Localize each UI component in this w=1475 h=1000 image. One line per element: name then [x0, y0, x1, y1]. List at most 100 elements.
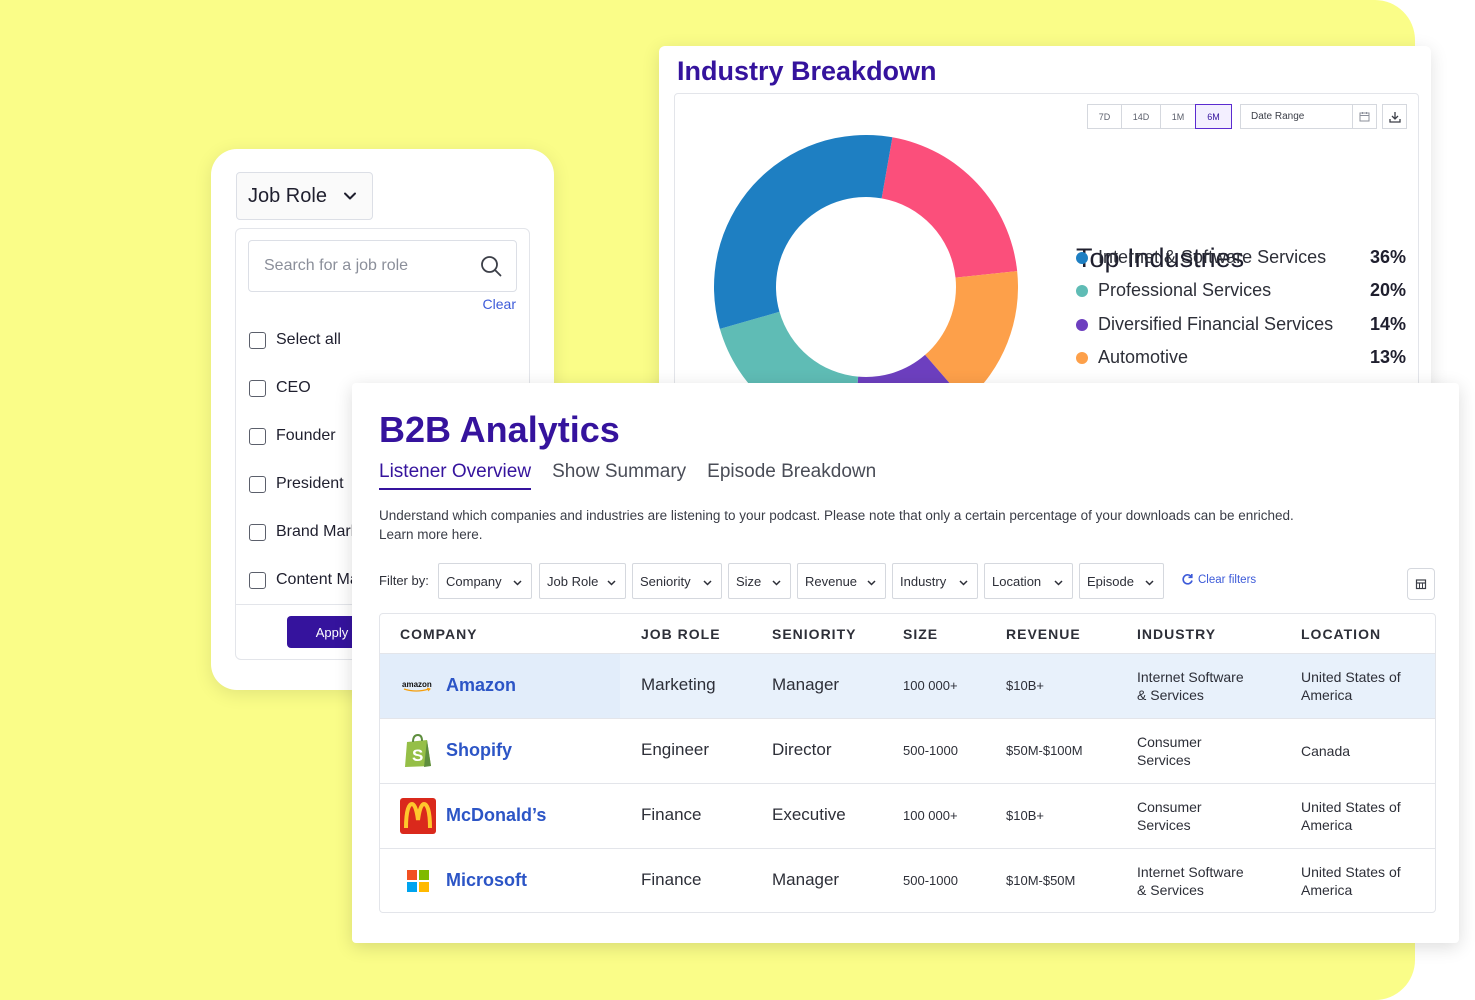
filter-company[interactable]: Company [438, 563, 532, 599]
download-button[interactable] [1382, 104, 1407, 129]
legend-label: Diversified Financial Services [1098, 314, 1334, 334]
checkbox[interactable] [249, 475, 266, 493]
filter-text: Seniority [640, 573, 691, 589]
learn-more-link[interactable]: Learn more here. [379, 527, 483, 542]
job-role-cell: Finance [641, 870, 702, 889]
job-role-search-input[interactable]: Search for a job role [248, 240, 517, 292]
tab-bar: Listener Overview Show Summary Episode B… [379, 461, 897, 490]
tab-show-summary[interactable]: Show Summary [552, 461, 687, 482]
legend-dot [1076, 284, 1088, 297]
clear-filters-link[interactable]: Clear filters [1181, 573, 1256, 586]
chevron-down-icon [607, 580, 616, 586]
legend-value: 14% [1369, 314, 1406, 334]
seniority-cell: Executive [772, 805, 846, 824]
filter-location[interactable]: Location [984, 563, 1073, 599]
checkbox[interactable] [249, 331, 266, 349]
chevron-down-icon [1054, 580, 1063, 586]
clear-link[interactable]: Clear [482, 296, 516, 312]
company-link[interactable]: Shopify [446, 740, 512, 760]
filter-text: Industry [900, 573, 947, 589]
filter-text: Episode [1087, 573, 1134, 589]
columns-icon [1415, 579, 1427, 590]
tab-listener-overview[interactable]: Listener Overview [379, 461, 532, 490]
filter-revenue[interactable]: Revenue [797, 563, 886, 599]
table-settings-button[interactable] [1407, 568, 1435, 600]
tab-episode-breakdown[interactable]: Episode Breakdown [707, 461, 877, 482]
size-cell: 500-1000 [903, 873, 958, 888]
table-row[interactable]: amazon Amazon Marketing Manager 100 000+… [380, 653, 1435, 718]
legend-dot [1076, 351, 1088, 364]
revenue-cell: $10M-$50M [1006, 873, 1076, 888]
job-role-dropdown[interactable]: Job Role [236, 172, 373, 220]
filter-text: Revenue [805, 573, 858, 589]
seniority-cell: Manager [772, 675, 840, 694]
legend-label: Internet & Software Services [1098, 247, 1327, 267]
chevron-down-icon [1145, 580, 1154, 586]
range-buttons: 7D 14D 1M 6M [1087, 104, 1232, 129]
location-cell: Canada [1301, 743, 1351, 759]
job-role-cell: Engineer [641, 740, 710, 759]
size-cell: 100 000+ [903, 678, 958, 693]
range-14d-button[interactable]: 14D [1121, 104, 1161, 129]
option-select-all[interactable]: Select all [249, 331, 341, 349]
chevron-down-icon [772, 580, 781, 586]
company-link[interactable]: McDonald’s [446, 805, 547, 825]
industry-cell: Consumer Services [1137, 734, 1202, 768]
table-row[interactable]: M McDonald’s Finance Executive 100 000+ … [380, 783, 1435, 848]
date-range-label: Date Range [1251, 111, 1305, 122]
filter-industry[interactable]: Industry [892, 563, 978, 599]
industry-cell: Consumer Services [1137, 799, 1202, 833]
legend-item-internet: Internet & Software Services 36% [1076, 247, 1406, 268]
column-header[interactable]: JOB ROLE [641, 626, 721, 642]
option-ceo[interactable]: CEO [249, 379, 311, 397]
filter-size[interactable]: Size [728, 563, 791, 599]
column-header[interactable]: REVENUE [1006, 626, 1081, 642]
revenue-cell: $10B+ [1006, 678, 1044, 693]
column-header[interactable]: SIZE [903, 626, 939, 642]
company-link[interactable]: Microsoft [446, 870, 527, 890]
checkbox[interactable] [249, 571, 266, 589]
size-cell: 500-1000 [903, 743, 958, 758]
revenue-cell: $10B+ [1006, 808, 1044, 823]
slice-internet[interactable] [714, 135, 893, 329]
legend-dot [1076, 318, 1088, 331]
option-founder[interactable]: Founder [249, 427, 336, 445]
mcdonalds-logo: M [400, 798, 436, 834]
option-label: President [276, 475, 344, 492]
job-role-dropdown-label: Job Role [248, 184, 327, 207]
filter-episode[interactable]: Episode [1079, 563, 1164, 599]
table-row[interactable]: S Shopify Engineer Director 500-1000 $50… [380, 718, 1435, 783]
checkbox[interactable] [249, 379, 266, 397]
b2b-analytics-card: B2B Analytics Listener Overview Show Sum… [352, 383, 1459, 943]
svg-text:S: S [412, 746, 423, 765]
filter-job-role[interactable]: Job Role [539, 563, 626, 599]
option-label: Select all [276, 331, 341, 348]
clear-filters-text: Clear filters [1198, 573, 1257, 586]
slice-automotive[interactable] [925, 271, 1018, 402]
chevron-down-icon [513, 580, 522, 586]
description-text: Understand which companies and industrie… [379, 508, 1294, 523]
checkbox[interactable] [249, 427, 266, 445]
column-header[interactable]: COMPANY [400, 626, 478, 642]
option-president[interactable]: President [249, 475, 344, 493]
checkbox[interactable] [249, 523, 266, 541]
range-1m-button[interactable]: 1M [1160, 104, 1196, 129]
column-header[interactable]: SENIORITY [772, 626, 857, 642]
filter-seniority[interactable]: Seniority [632, 563, 722, 599]
column-header[interactable]: LOCATION [1301, 626, 1382, 642]
seniority-cell: Manager [772, 870, 840, 889]
chevron-down-icon [867, 580, 876, 586]
legend-dot [1076, 251, 1088, 264]
slice-pink[interactable] [881, 137, 1018, 278]
option-label: CEO [276, 379, 311, 396]
range-7d-button[interactable]: 7D [1087, 104, 1122, 129]
location-cell: United States of America [1301, 864, 1401, 898]
search-icon [481, 256, 502, 277]
column-header[interactable]: INDUSTRY [1137, 626, 1217, 642]
filter-label: Filter by: [379, 573, 429, 588]
table-row[interactable]: Microsoft Finance Manager 500-1000 $10M-… [380, 848, 1435, 912]
company-link[interactable]: Amazon [446, 675, 517, 695]
date-range-picker[interactable]: Date Range [1240, 104, 1377, 129]
range-6m-button[interactable]: 6M [1195, 104, 1232, 129]
